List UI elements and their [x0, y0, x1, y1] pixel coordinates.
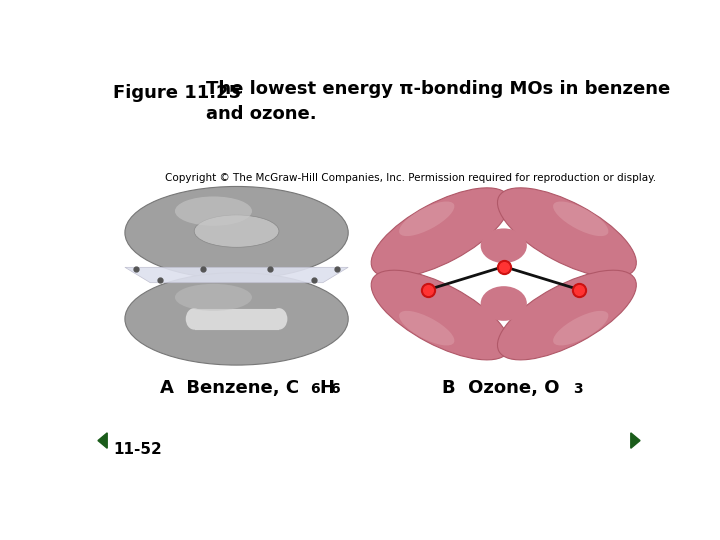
Text: 6: 6 — [310, 382, 320, 396]
Ellipse shape — [481, 228, 527, 263]
Ellipse shape — [498, 270, 636, 360]
Ellipse shape — [175, 197, 252, 226]
Ellipse shape — [175, 284, 252, 311]
Polygon shape — [194, 308, 279, 330]
Ellipse shape — [553, 201, 608, 236]
Ellipse shape — [399, 201, 454, 236]
Ellipse shape — [553, 311, 608, 346]
Text: The lowest energy π-bonding MOs in benzene
and ozone.: The lowest energy π-bonding MOs in benze… — [206, 80, 670, 123]
Text: Figure 11.25: Figure 11.25 — [113, 84, 241, 102]
Ellipse shape — [498, 188, 636, 278]
Ellipse shape — [194, 215, 279, 247]
Ellipse shape — [399, 311, 454, 346]
Text: B  Ozone, O: B Ozone, O — [442, 379, 559, 397]
Text: Copyright © The McGraw-Hill Companies, Inc. Permission required for reproduction: Copyright © The McGraw-Hill Companies, I… — [165, 173, 656, 183]
Ellipse shape — [125, 186, 348, 279]
Text: 11-52: 11-52 — [113, 442, 162, 457]
Ellipse shape — [125, 273, 348, 365]
Ellipse shape — [186, 308, 203, 330]
Text: 3: 3 — [573, 382, 582, 396]
Ellipse shape — [481, 286, 527, 321]
Ellipse shape — [271, 308, 287, 330]
Text: 6: 6 — [330, 382, 340, 396]
Polygon shape — [98, 433, 107, 448]
Text: H: H — [319, 379, 334, 397]
Text: A  Benzene, C: A Benzene, C — [160, 379, 299, 397]
Polygon shape — [631, 433, 640, 448]
Ellipse shape — [372, 188, 510, 278]
Ellipse shape — [372, 270, 510, 360]
Polygon shape — [125, 267, 348, 283]
